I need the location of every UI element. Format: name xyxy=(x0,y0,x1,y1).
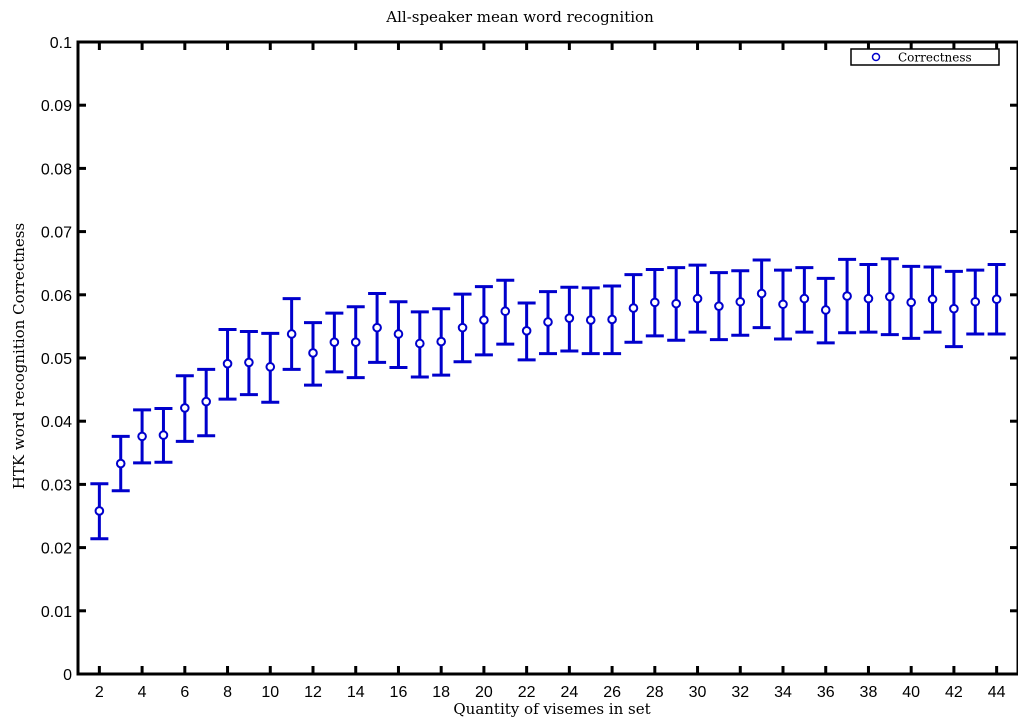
y-tick-label: 0.04 xyxy=(41,414,72,431)
x-tick-label: 26 xyxy=(603,684,621,701)
x-tick-label: 32 xyxy=(731,684,749,701)
y-axis-label: HTK word recognition Correctness xyxy=(10,223,28,489)
data-point xyxy=(286,329,297,339)
data-point xyxy=(436,336,446,347)
y-tick-label: 0.02 xyxy=(41,541,72,558)
y-tick-label: 0.1 xyxy=(50,35,72,52)
data-point xyxy=(585,315,596,325)
data-point xyxy=(650,297,660,308)
x-axis-label: Quantity of visemes in set xyxy=(453,700,650,718)
x-tick-label: 22 xyxy=(518,684,536,701)
data-point xyxy=(820,305,831,315)
data-point xyxy=(329,337,340,348)
data-point xyxy=(265,362,276,372)
data-point xyxy=(457,322,468,333)
data-point xyxy=(415,338,425,349)
y-tick-label: 0.05 xyxy=(41,351,72,368)
y-tick-label: 0.01 xyxy=(41,604,72,621)
data-point xyxy=(244,357,254,368)
data-point xyxy=(479,315,489,325)
data-point xyxy=(778,299,788,310)
y-tick-label: 0.09 xyxy=(41,98,72,115)
data-point xyxy=(607,314,617,325)
x-tick-label: 8 xyxy=(223,684,232,701)
data-point xyxy=(799,293,810,304)
data-point xyxy=(564,313,575,323)
data-point xyxy=(991,294,1002,305)
data-point xyxy=(885,291,895,302)
data-point xyxy=(308,348,318,358)
data-point xyxy=(906,297,916,308)
data-point xyxy=(521,326,532,336)
y-tick-label: 0.06 xyxy=(41,288,72,305)
y-tick-label: 0.08 xyxy=(41,161,72,178)
data-point xyxy=(735,296,746,307)
plot-frame xyxy=(76,40,1018,676)
y-tick-label: 0 xyxy=(63,667,72,684)
data-point xyxy=(115,458,126,469)
data-point xyxy=(842,291,852,301)
y-tick-label: 0.03 xyxy=(41,477,72,494)
x-tick-label: 44 xyxy=(988,684,1006,701)
data-point xyxy=(180,403,190,413)
x-tick-label: 16 xyxy=(390,684,408,701)
y-tick-label: 0.07 xyxy=(41,225,72,242)
data-point xyxy=(158,430,169,440)
plot-area xyxy=(78,42,1018,674)
x-tick-label: 30 xyxy=(689,684,707,701)
x-tick-label: 2 xyxy=(95,684,104,701)
data-point xyxy=(863,293,874,304)
data-point xyxy=(927,294,938,305)
x-tick-label: 40 xyxy=(902,684,920,701)
legend-marker xyxy=(871,52,881,62)
x-tick-label: 20 xyxy=(475,684,493,701)
x-tick-label: 38 xyxy=(860,684,878,701)
legend-label: Correctness xyxy=(898,51,972,65)
x-tick-label: 28 xyxy=(646,684,664,701)
x-tick-label: 18 xyxy=(432,684,450,701)
x-tick-label: 4 xyxy=(138,684,147,701)
data-point xyxy=(201,396,211,407)
data-points xyxy=(94,288,1002,516)
data-point xyxy=(671,298,681,309)
data-point xyxy=(350,337,361,348)
data-point xyxy=(543,317,553,327)
y-tick-labels: 0 0.01 0.02 0.03 0.04 0.05 0.06 0.07 0.08 0.09 0.1 xyxy=(41,35,72,684)
data-point xyxy=(756,288,767,299)
x-tick-label: 36 xyxy=(817,684,835,701)
data-point xyxy=(222,358,233,369)
data-point xyxy=(970,296,981,307)
data-point xyxy=(137,431,147,442)
data-point xyxy=(500,306,511,317)
x-tick-label: 14 xyxy=(347,684,365,701)
legend: Correctness xyxy=(850,48,1000,66)
x-tick-label: 24 xyxy=(560,684,578,701)
data-point xyxy=(94,506,105,516)
x-tick-label: 34 xyxy=(774,684,792,701)
x-tick-label: 42 xyxy=(945,684,963,701)
x-tick-label: 10 xyxy=(261,684,279,701)
x-tick-label: 12 xyxy=(304,684,322,701)
x-tick-label: 6 xyxy=(180,684,189,701)
data-point xyxy=(714,301,724,311)
data-point xyxy=(692,293,703,304)
chart-title: All-speaker mean word recognition xyxy=(385,8,654,26)
legend-box xyxy=(850,48,1000,66)
data-point xyxy=(628,303,639,313)
data-point xyxy=(949,303,959,314)
data-point xyxy=(393,329,404,339)
data-point xyxy=(372,322,382,333)
x-tick-labels: 2 4 6 8 10 12 14 16 18 20 22 24 26 28 30 32 34 36 38 40 42 44 xyxy=(95,684,1006,701)
